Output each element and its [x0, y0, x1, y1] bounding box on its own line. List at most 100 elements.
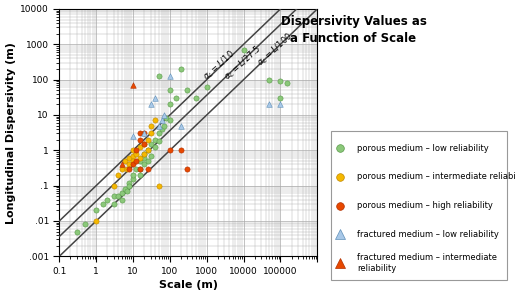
Point — [157, 118, 166, 123]
Point — [125, 166, 134, 171]
Point — [140, 131, 148, 136]
Point — [132, 166, 140, 171]
Point — [125, 180, 134, 185]
Point — [143, 148, 152, 153]
Point — [99, 202, 107, 207]
Point — [160, 113, 168, 117]
Point — [277, 102, 285, 107]
Point — [162, 116, 170, 121]
Point — [114, 173, 122, 177]
Point — [151, 137, 159, 142]
Point — [110, 194, 118, 199]
Point — [125, 162, 134, 167]
Point — [143, 159, 152, 163]
Text: fractured medium – low reliability: fractured medium – low reliability — [357, 230, 499, 239]
Point — [118, 166, 126, 171]
Point — [155, 123, 163, 128]
Point — [121, 187, 129, 191]
Point — [118, 162, 126, 167]
Point — [125, 156, 134, 161]
Text: porous medium – intermediate reliability: porous medium – intermediate reliability — [357, 173, 516, 181]
Point — [143, 148, 152, 153]
Point — [92, 218, 100, 223]
Point — [129, 148, 137, 153]
FancyBboxPatch shape — [331, 131, 507, 280]
Point — [277, 79, 285, 84]
Point — [140, 151, 148, 156]
Point — [132, 151, 140, 156]
Point — [110, 202, 118, 207]
Point — [103, 197, 111, 202]
Y-axis label: Longitudinal Dispersivity (m): Longitudinal Dispersivity (m) — [6, 42, 16, 224]
Point — [140, 131, 148, 136]
Point — [157, 127, 166, 131]
Point — [123, 166, 132, 171]
Point — [135, 159, 143, 163]
Point — [155, 139, 163, 144]
Point — [172, 96, 181, 100]
Text: porous medium – high reliability: porous medium – high reliability — [357, 201, 493, 210]
Text: $\alpha_L = L/27.5$: $\alpha_L = L/27.5$ — [221, 43, 264, 83]
Point — [265, 102, 273, 107]
Point — [155, 131, 163, 136]
Point — [132, 159, 140, 163]
Point — [151, 145, 159, 150]
Point — [129, 153, 137, 158]
Point — [114, 194, 122, 199]
Point — [140, 151, 148, 156]
Point — [135, 166, 143, 171]
Point — [121, 159, 129, 163]
Text: porous medium – low reliability: porous medium – low reliability — [357, 144, 489, 153]
Text: $\alpha_L = L/10$: $\alpha_L = L/10$ — [201, 48, 238, 83]
Point — [183, 88, 191, 93]
Point — [135, 173, 143, 177]
Point — [140, 142, 148, 146]
Point — [277, 96, 285, 100]
Point — [143, 166, 152, 171]
Point — [283, 81, 291, 86]
Text: fractured medium – intermediate
reliability: fractured medium – intermediate reliabil… — [357, 253, 497, 273]
Point — [132, 148, 140, 153]
Point — [129, 134, 137, 139]
Point — [140, 162, 148, 167]
Point — [166, 148, 174, 153]
Point — [135, 156, 143, 161]
Point — [166, 118, 174, 123]
Point — [92, 208, 100, 213]
Point — [239, 47, 248, 52]
Text: Dispersivity Values as
a Function of Scale: Dispersivity Values as a Function of Sca… — [281, 15, 426, 45]
Point — [151, 96, 159, 100]
Point — [166, 73, 174, 78]
Point — [160, 123, 168, 128]
Point — [191, 96, 200, 100]
Point — [203, 85, 211, 90]
Point — [147, 102, 155, 107]
Point — [135, 137, 143, 142]
Point — [118, 191, 126, 196]
Point — [265, 77, 273, 82]
Point — [177, 66, 185, 71]
Point — [147, 123, 155, 128]
Point — [118, 197, 126, 202]
Point — [155, 183, 163, 188]
Point — [135, 131, 143, 136]
Point — [155, 73, 163, 78]
Point — [129, 83, 137, 88]
Point — [81, 222, 89, 227]
Point — [147, 142, 155, 146]
Point — [135, 166, 143, 171]
Point — [123, 189, 132, 193]
Point — [135, 145, 143, 150]
Point — [140, 156, 148, 161]
Point — [177, 148, 185, 153]
Point — [143, 137, 152, 142]
Point — [166, 102, 174, 107]
Point — [177, 123, 185, 128]
Point — [129, 159, 137, 163]
Point — [129, 173, 137, 177]
Point — [125, 183, 134, 188]
Point — [151, 118, 159, 123]
Point — [110, 183, 118, 188]
Text: $\alpha_L = L/100$: $\alpha_L = L/100$ — [255, 30, 296, 69]
Point — [147, 131, 155, 136]
